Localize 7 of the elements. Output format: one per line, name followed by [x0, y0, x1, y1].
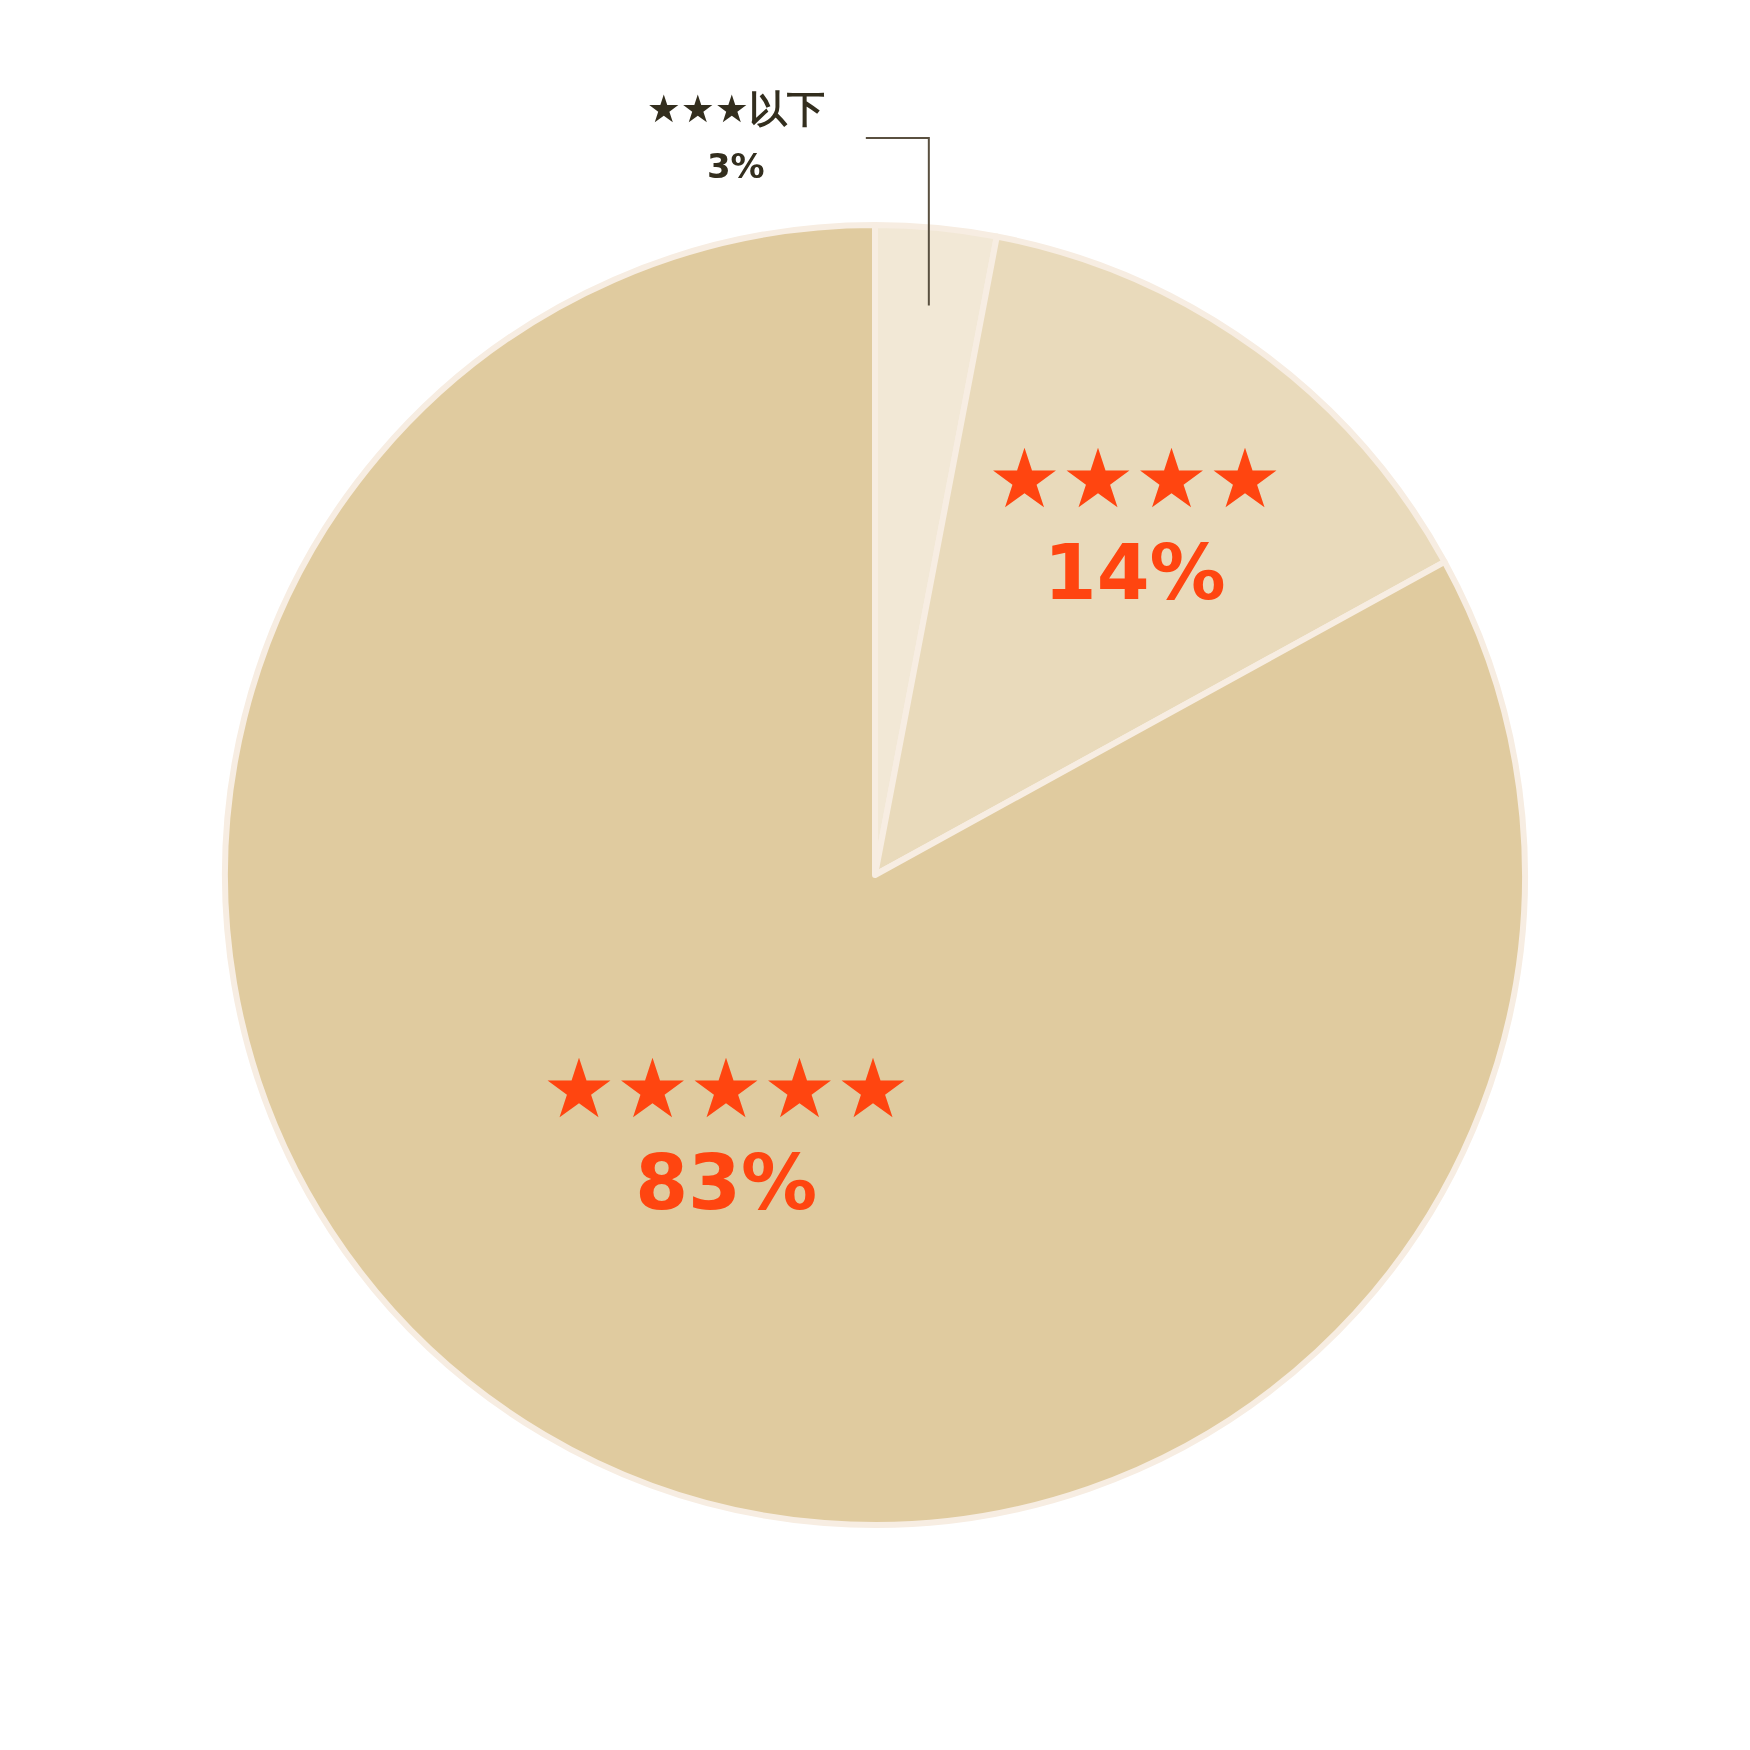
data-label: 14% [1043, 528, 1226, 618]
slice-label: ★★★★★ [542, 1040, 910, 1136]
slice-label: ★★★以下 [646, 87, 825, 131]
data-label: 3% [706, 146, 765, 186]
pie-slice [222, 222, 1528, 1528]
data-label: 83% [635, 1137, 818, 1227]
slice-label: ★★★★ [987, 431, 1282, 527]
